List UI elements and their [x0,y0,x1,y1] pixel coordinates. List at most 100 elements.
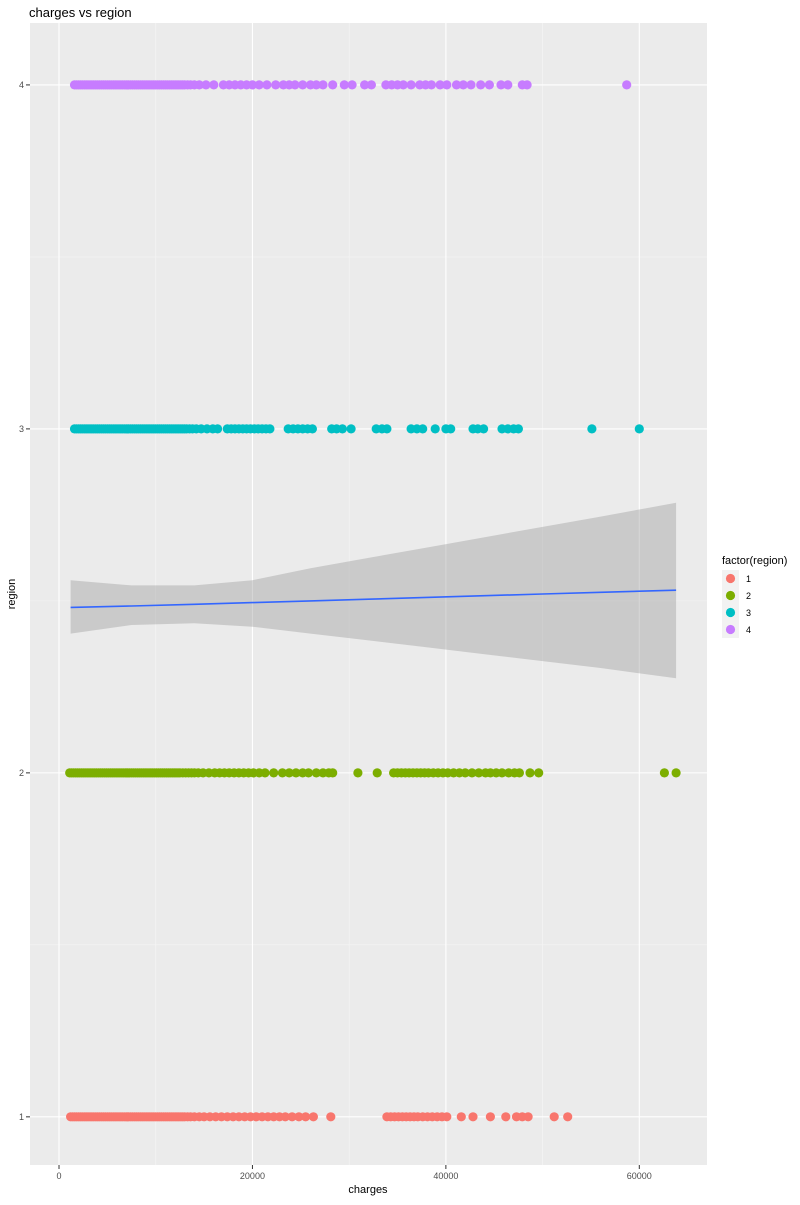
data-point-region-3 [587,424,597,434]
x-tick-label: 40000 [433,1171,458,1181]
legend-key-marker [725,573,736,584]
legend: factor(region) 1 2 3 4 [722,555,787,638]
data-point-region-2 [291,768,301,778]
data-point-region-4 [271,80,281,90]
y-axis: 1 2 3 4 [19,80,30,1122]
legend-key-label: 1 [746,574,751,584]
data-point-region-3 [479,424,489,434]
data-point-region-2 [311,768,321,778]
data-point-region-4 [442,80,452,90]
data-point-region-1 [308,1112,318,1122]
legend-key-marker [725,607,736,618]
y-tick-label: 1 [19,1112,24,1122]
data-point-region-2 [460,768,470,778]
data-point-region-1 [287,1112,297,1122]
data-point-region-3 [513,424,524,434]
legend-key-label: 3 [746,608,751,618]
data-point-region-3 [337,424,347,434]
data-point-region-4 [451,80,462,90]
data-point-region-2 [659,768,670,778]
data-point-region-4 [328,80,338,90]
legend-key-label: 2 [746,591,751,601]
data-point-region-2 [671,768,681,778]
data-point-region-3 [418,424,428,434]
points-layer [65,80,681,1122]
smooth-ribbon-layer [70,502,677,679]
data-point-region-3 [430,424,440,434]
data-point-region-1 [485,1112,495,1122]
x-axis: 0 20000 40000 60000 [57,1165,652,1181]
y-tick-label: 4 [19,80,24,90]
data-point-region-3 [634,424,644,434]
data-point-region-4 [366,80,376,90]
data-point-region-3 [382,424,392,434]
data-point-region-4 [254,80,264,90]
data-point-region-2 [534,768,544,778]
data-point-region-2 [372,768,382,778]
data-point-region-3 [307,424,317,434]
data-point-region-4 [262,80,272,90]
data-point-region-2 [525,768,535,778]
x-tick-label: 60000 [627,1171,652,1181]
plot-panel [30,23,707,1165]
data-point-region-2 [353,768,363,778]
y-tick-label: 2 [19,768,24,778]
data-point-region-4 [522,80,532,90]
data-point-region-1 [294,1112,304,1122]
data-point-region-4 [194,80,204,90]
chart-title: charges vs region [29,5,132,20]
legend-key-label: 4 [746,625,751,635]
data-point-region-1 [326,1112,336,1122]
data-point-region-4 [466,80,476,90]
data-point-region-4 [398,80,408,90]
legend-key-marker [725,624,736,635]
data-point-region-1 [549,1112,559,1122]
data-point-region-2 [277,768,287,778]
data-point-region-1 [523,1112,533,1122]
legend-keys: 1 2 3 4 [722,570,751,638]
data-point-region-1 [468,1112,478,1122]
smooth-confidence-band [70,502,677,679]
data-point-region-4 [476,80,486,90]
data-point-region-4 [318,80,328,90]
data-point-region-4 [360,80,370,90]
data-point-region-2 [303,768,314,778]
data-point-region-3 [213,424,223,434]
data-point-region-4 [435,80,445,90]
data-point-region-2 [260,768,270,778]
smooth-line-layer [70,589,677,609]
legend-key-marker [725,590,736,601]
x-tick-label: 20000 [240,1171,265,1181]
data-point-region-2 [474,768,484,778]
data-point-region-4 [347,80,357,90]
data-point-region-4 [298,80,308,90]
data-point-region-4 [339,80,349,90]
data-point-region-1 [456,1112,466,1122]
data-point-region-3 [265,424,275,434]
data-point-region-4 [484,80,494,90]
data-point-region-2 [328,768,338,778]
data-point-region-4 [622,80,632,90]
y-tick-label: 3 [19,424,24,434]
legend-title: factor(region) [722,555,787,567]
data-point-region-1 [280,1112,290,1122]
data-point-region-4 [290,80,300,90]
data-point-region-2 [514,768,525,778]
data-point-region-4 [503,80,513,90]
data-point-region-3 [446,424,456,434]
data-point-region-3 [346,424,356,434]
data-point-region-2 [269,768,279,778]
data-point-region-1 [301,1112,311,1122]
data-point-region-1 [501,1112,511,1122]
x-axis-label: charges [348,1184,388,1196]
data-point-region-1 [563,1112,573,1122]
data-point-region-1 [442,1112,452,1122]
data-point-region-2 [497,768,507,778]
y-axis-label: region [6,579,18,610]
data-point-region-4 [209,80,219,90]
data-point-region-4 [311,80,321,90]
data-point-region-4 [247,80,257,90]
data-point-region-4 [426,80,436,90]
